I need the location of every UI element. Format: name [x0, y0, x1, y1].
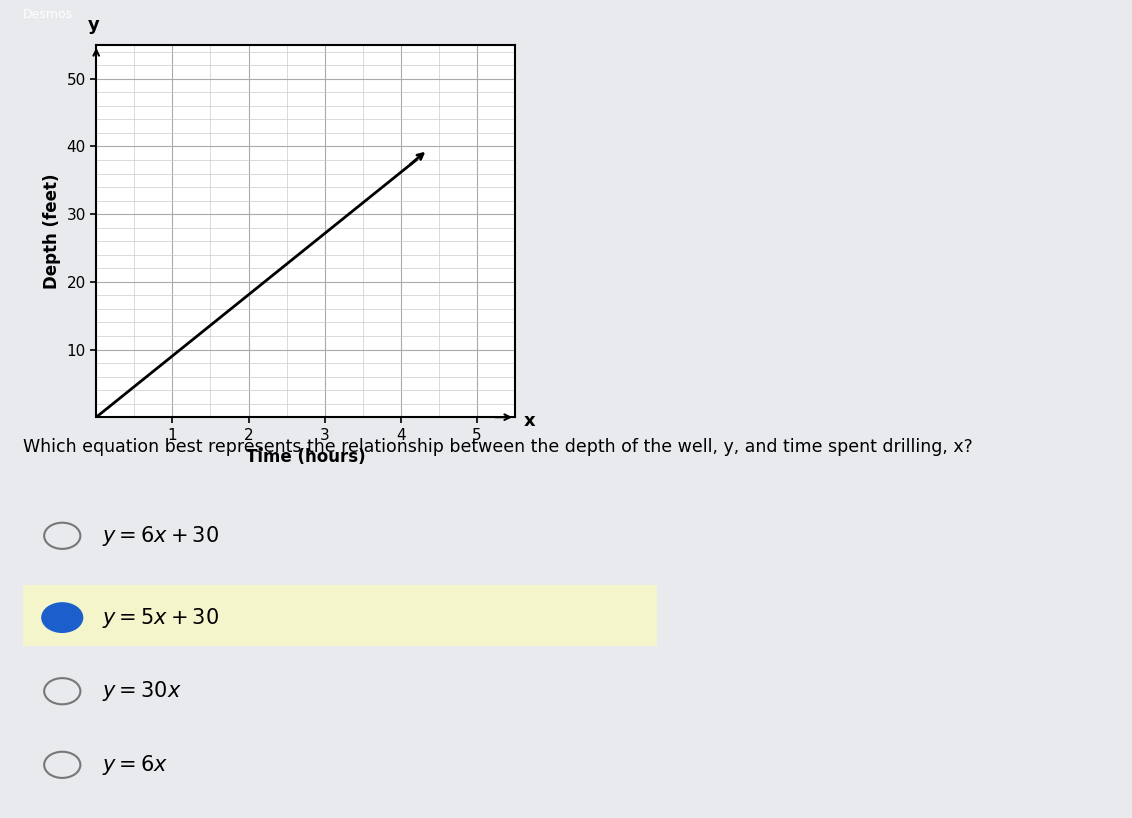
Text: Which equation best represents the relationship between the depth of the well, y: Which equation best represents the relat… [23, 438, 972, 456]
Text: Desmos: Desmos [23, 8, 72, 20]
Y-axis label: Depth (feet): Depth (feet) [43, 173, 61, 289]
Text: $y = 30x$: $y = 30x$ [102, 679, 181, 703]
Text: y: y [88, 16, 100, 34]
X-axis label: Time (hours): Time (hours) [246, 448, 366, 466]
Text: $y = 6x + 30$: $y = 6x + 30$ [102, 524, 218, 548]
Text: x: x [523, 412, 535, 430]
Text: $y = 5x + 30$: $y = 5x + 30$ [102, 605, 218, 630]
Text: $y = 6x$: $y = 6x$ [102, 753, 169, 777]
